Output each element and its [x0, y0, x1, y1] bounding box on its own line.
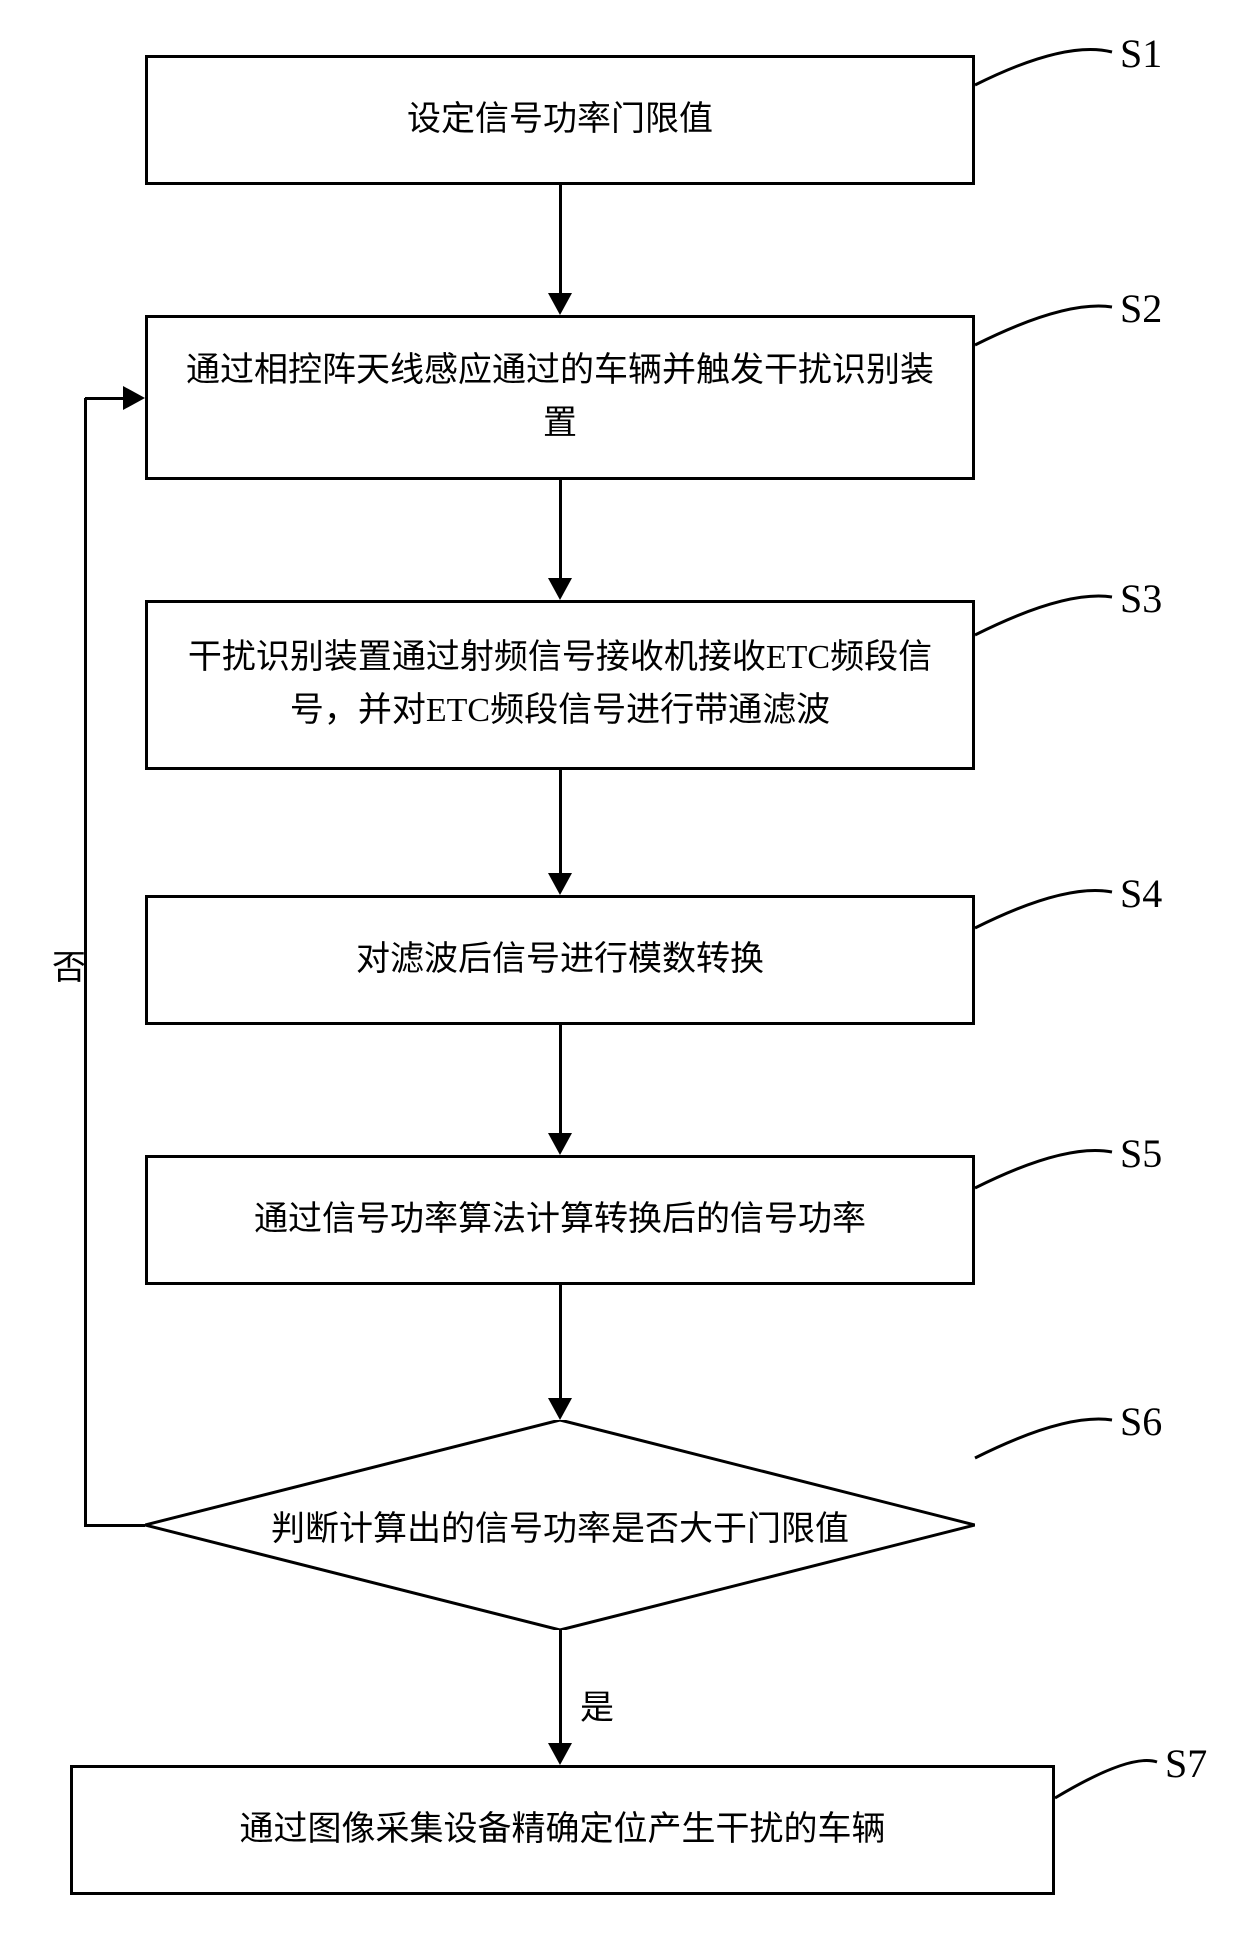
- edge-s6-s7: [559, 1630, 562, 1743]
- edge-s3-s4: [559, 770, 562, 873]
- flow-step-text: 设定信号功率门限值: [407, 94, 713, 147]
- flow-decision-text: 判断计算出的信号功率是否大于门限值: [271, 1501, 849, 1550]
- leader-s2: [970, 247, 1117, 405]
- arrow-down-icon: [548, 1133, 572, 1155]
- flow-step-s1: 设定信号功率门限值: [145, 55, 975, 185]
- edge-label-s6-s7: 是: [580, 1680, 614, 1729]
- edge-loop-h1: [85, 1524, 145, 1527]
- arrow-down-icon: [548, 293, 572, 315]
- flow-step-text: 干扰识别装置通过射频信号接收机接收ETC频段信号，并对ETC频段信号进行带通滤波: [188, 632, 932, 737]
- arrow-down-icon: [548, 1743, 572, 1765]
- arrow-right-icon: [123, 386, 145, 410]
- step-label-s3: S3: [1120, 575, 1162, 622]
- leader-s4: [970, 832, 1117, 988]
- step-label-s5: S5: [1120, 1130, 1162, 1177]
- arrow-down-icon: [548, 873, 572, 895]
- step-label-s1: S1: [1120, 30, 1162, 77]
- step-label-s7: S7: [1165, 1740, 1207, 1787]
- edge-s1-s2: [559, 185, 562, 293]
- edge-loop-h2: [85, 397, 123, 400]
- flow-step-s7: 通过图像采集设备精确定位产生干扰的车辆: [70, 1765, 1055, 1895]
- step-label-s6: S6: [1120, 1398, 1162, 1445]
- edge-s5-s6: [559, 1285, 562, 1398]
- arrow-down-icon: [548, 1398, 572, 1420]
- flow-step-s2: 通过相控阵天线感应通过的车辆并触发干扰识别装置: [145, 315, 975, 480]
- leader-s6: [970, 1360, 1117, 1518]
- flow-step-text: 通过图像采集设备精确定位产生干扰的车辆: [240, 1804, 886, 1857]
- leader-s3: [970, 537, 1117, 695]
- arrow-down-icon: [548, 578, 572, 600]
- flow-step-text: 通过相控阵天线感应通过的车辆并触发干扰识别装置: [186, 345, 934, 450]
- step-label-s2: S2: [1120, 285, 1162, 332]
- leader-s7: [1050, 1702, 1162, 1858]
- edge-label-loop: 否: [52, 940, 86, 989]
- flow-step-text: 通过信号功率算法计算转换后的信号功率: [254, 1194, 866, 1247]
- leader-s5: [970, 1092, 1117, 1248]
- edge-s4-s5: [559, 1025, 562, 1133]
- flow-decision-s6: 判断计算出的信号功率是否大于门限值: [145, 1420, 975, 1630]
- edge-s2-s3: [559, 480, 562, 578]
- leader-s1: [970, 0, 1117, 145]
- flow-step-text: 对滤波后信号进行模数转换: [356, 934, 764, 987]
- flow-step-s4: 对滤波后信号进行模数转换: [145, 895, 975, 1025]
- step-label-s4: S4: [1120, 870, 1162, 917]
- flow-step-s3: 干扰识别装置通过射频信号接收机接收ETC频段信号，并对ETC频段信号进行带通滤波: [145, 600, 975, 770]
- flow-step-s5: 通过信号功率算法计算转换后的信号功率: [145, 1155, 975, 1285]
